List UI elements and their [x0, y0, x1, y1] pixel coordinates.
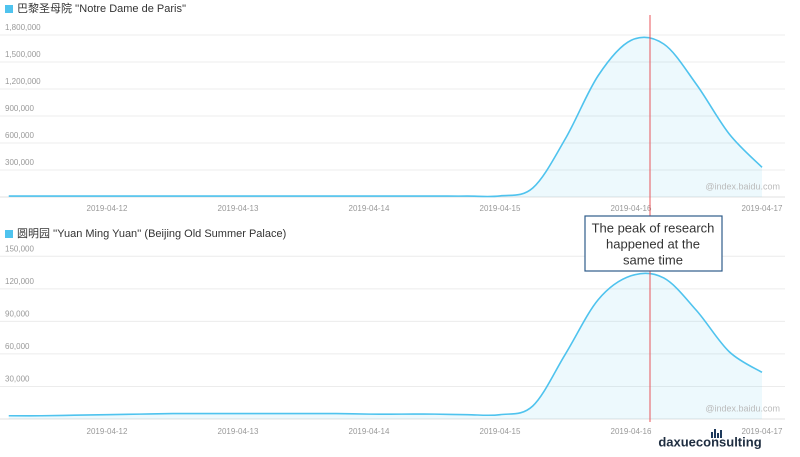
- chart-panel: 300,000 600,000 900,000 1,200,000 1,500,000 1…: [0, 1, 785, 213]
- annotation: same time: [623, 252, 683, 267]
- x-tick-label: 2019-04-12: [87, 204, 128, 213]
- annotation-box: [584, 215, 723, 272]
- y-tick-label: 90,000: [5, 309, 30, 318]
- x-tick-label: 2019-04-15: [480, 427, 521, 436]
- watermark: @index.baidu.com: [705, 181, 780, 191]
- y-tick-label: 1,800,000: [5, 23, 41, 32]
- legend-label: 圆明园 ''Yuan Ming Yuan'' (Beijing Old Summ…: [17, 227, 286, 240]
- x-tick-label: 2019-04-16: [611, 204, 652, 213]
- annotation: The peak of research: [592, 220, 715, 235]
- legend-swatch: [5, 5, 13, 13]
- y-tick-label: 30,000: [5, 375, 30, 384]
- x-tick-label: 2019-04-13: [218, 204, 259, 213]
- y-tick-label: 600,000: [5, 131, 34, 140]
- logo-icon: [711, 429, 722, 438]
- area: [8, 273, 762, 419]
- line: [8, 36, 763, 198]
- x-tick-label: 2019-04-15: [480, 204, 521, 213]
- line: [8, 272, 763, 417]
- x-tick-label: 2019-04-16: [611, 427, 652, 436]
- x-tick-label: 2019-04-12: [87, 427, 128, 436]
- chart-panel: 30,000 60,000 90,000 120,000 150,000 2019-04-…: [0, 227, 785, 436]
- y-tick-label: 300,000: [5, 158, 34, 167]
- x-tick-label: 2019-04-17: [742, 427, 783, 436]
- legend-swatch: [5, 230, 13, 238]
- y-tick-label: 150,000: [5, 244, 34, 253]
- logo: daxueconsulting: [658, 434, 761, 449]
- legend-label: 巴黎圣母院 ''Notre Dame de Paris'': [17, 1, 186, 15]
- x-tick-label: 2019-04-17: [742, 204, 783, 213]
- y-tick-label: 60,000: [5, 342, 30, 351]
- x-tick-label: 2019-04-14: [349, 204, 390, 213]
- x-tick-label: 2019-04-13: [218, 427, 259, 436]
- y-tick-label: 1,500,000: [5, 50, 41, 59]
- area: [8, 37, 762, 198]
- watermark: @index.baidu.com: [705, 403, 780, 413]
- y-tick-label: 120,000: [5, 277, 34, 286]
- y-tick-label: 1,200,000: [5, 77, 41, 86]
- y-tick-label: 900,000: [5, 104, 34, 113]
- annotation: happened at the: [606, 236, 700, 251]
- x-tick-label: 2019-04-14: [349, 427, 390, 436]
